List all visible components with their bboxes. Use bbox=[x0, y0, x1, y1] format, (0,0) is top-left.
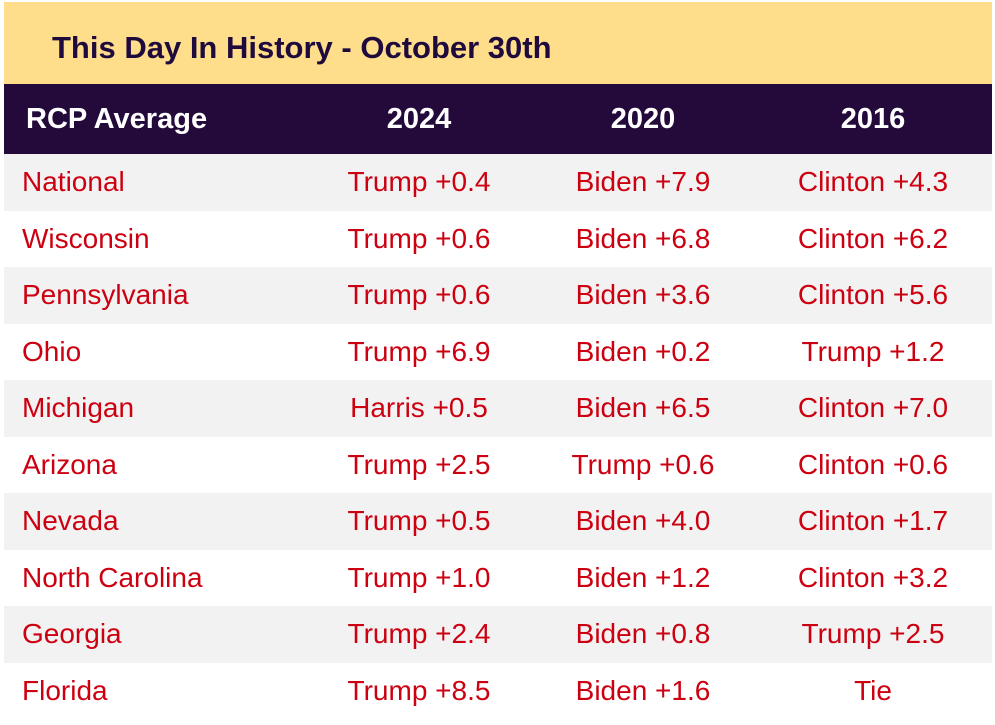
result-2024: Trump +2.5 bbox=[347, 448, 491, 480]
table-row: North Carolina Trump +1.0 Biden +1.2 Clinto… bbox=[4, 550, 992, 607]
header-2016: 2016 bbox=[840, 103, 906, 135]
state-name: Florida bbox=[22, 674, 108, 706]
result-2016: Tie bbox=[854, 674, 892, 706]
result-2016: Trump +1.2 bbox=[801, 335, 945, 367]
result-2024: Trump +0.6 bbox=[347, 279, 491, 310]
result-2020: Biden +6.8 bbox=[575, 222, 711, 254]
state-name: Pennsylvania bbox=[22, 279, 189, 310]
result-2024: Trump +0.4 bbox=[347, 166, 491, 197]
result-2020: Biden +1.2 bbox=[575, 561, 711, 593]
result-2016: Clinton +5.6 bbox=[797, 279, 949, 310]
table-row: Ohio Trump +6.9 Biden +0.2 Trump +1.2 bbox=[4, 324, 992, 381]
table-header-row: RCP Average 2024 2020 2016 bbox=[4, 84, 992, 154]
result-2020: Biden +7.9 bbox=[575, 166, 711, 197]
state-name: Georgia bbox=[22, 618, 122, 649]
result-2016: Clinton +6.2 bbox=[797, 222, 949, 254]
state-name: Wisconsin bbox=[22, 222, 150, 254]
header-2024: 2024 bbox=[386, 103, 452, 135]
title-bar: This Day In History - October 30th bbox=[4, 2, 992, 84]
page-title: This Day In History - October 30th bbox=[52, 30, 552, 65]
result-2016: Clinton +7.0 bbox=[797, 392, 949, 423]
table-row: Florida Trump +8.5 Biden +1.6 Tie bbox=[4, 663, 992, 720]
result-2020: Biden +6.5 bbox=[575, 392, 711, 423]
table-row: Wisconsin Trump +0.6 Biden +6.8 Clinton +6.… bbox=[4, 211, 992, 268]
result-2024: Trump +1.0 bbox=[347, 561, 491, 593]
result-2020: Biden +1.6 bbox=[575, 674, 711, 706]
result-2024: Harris +0.5 bbox=[350, 392, 488, 423]
state-name: National bbox=[22, 166, 125, 197]
result-2016: Trump +2.5 bbox=[801, 618, 945, 649]
result-2016: Clinton +0.6 bbox=[797, 448, 949, 480]
state-name: North Carolina bbox=[22, 561, 203, 593]
table-row: Arizona Trump +2.5 Trump +0.6 Clinton +0.6 bbox=[4, 437, 992, 494]
state-name: Michigan bbox=[22, 392, 135, 423]
table-row: National Trump +0.4 Biden +7.9 Clinton +4.3 bbox=[4, 154, 992, 211]
result-2020: Biden +0.2 bbox=[575, 335, 711, 367]
result-2024: Trump +6.9 bbox=[347, 335, 491, 367]
result-2024: Trump +2.4 bbox=[347, 618, 491, 649]
result-2016: Clinton +3.2 bbox=[797, 561, 949, 593]
table-body: National Trump +0.4 Biden +7.9 Clinton +4.3… bbox=[4, 154, 992, 719]
result-2024: Trump +0.6 bbox=[347, 222, 491, 254]
state-name: Ohio bbox=[22, 335, 82, 367]
result-2020: Biden +4.0 bbox=[575, 505, 711, 536]
header-2020: 2020 bbox=[610, 103, 676, 135]
result-2016: Clinton +4.3 bbox=[797, 166, 949, 197]
table-row: Michigan Harris +0.5 Biden +6.5 Clinton +7.… bbox=[4, 380, 992, 437]
result-2020: Biden +0.8 bbox=[575, 618, 711, 649]
table-row: Pennsylvania Trump +0.6 Biden +3.6 Clinton … bbox=[4, 267, 992, 324]
result-2024: Trump +8.5 bbox=[347, 674, 491, 706]
header-rcp-average: RCP Average bbox=[26, 103, 208, 135]
result-2020: Trump +0.6 bbox=[571, 448, 715, 480]
state-name: Arizona bbox=[22, 448, 117, 480]
table-row: Georgia Trump +2.4 Biden +0.8 Trump +2.5 bbox=[4, 606, 992, 663]
result-2020: Biden +3.6 bbox=[575, 279, 711, 310]
result-2016: Clinton +1.7 bbox=[797, 505, 949, 536]
result-2024: Trump +0.5 bbox=[347, 505, 491, 536]
state-name: Nevada bbox=[22, 505, 119, 536]
table-row: Nevada Trump +0.5 Biden +4.0 Clinton +1.7 bbox=[4, 493, 992, 550]
